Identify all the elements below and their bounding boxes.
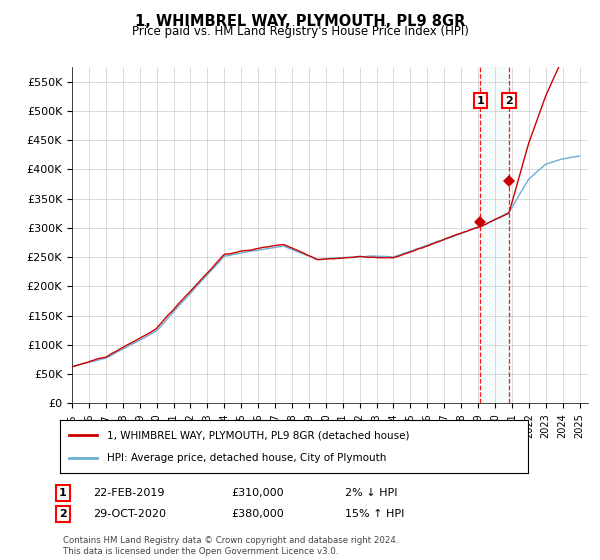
- Text: 1: 1: [476, 96, 484, 105]
- Text: 1: 1: [59, 488, 67, 498]
- Text: Price paid vs. HM Land Registry's House Price Index (HPI): Price paid vs. HM Land Registry's House …: [131, 25, 469, 38]
- Text: 2: 2: [59, 509, 67, 519]
- Text: 1, WHIMBREL WAY, PLYMOUTH, PL9 8GR: 1, WHIMBREL WAY, PLYMOUTH, PL9 8GR: [135, 14, 465, 29]
- Text: £380,000: £380,000: [231, 509, 284, 519]
- Text: Contains HM Land Registry data © Crown copyright and database right 2024.
This d: Contains HM Land Registry data © Crown c…: [63, 536, 398, 556]
- Text: 29-OCT-2020: 29-OCT-2020: [93, 509, 166, 519]
- Text: 2% ↓ HPI: 2% ↓ HPI: [345, 488, 398, 498]
- Text: 22-FEB-2019: 22-FEB-2019: [93, 488, 164, 498]
- Text: 15% ↑ HPI: 15% ↑ HPI: [345, 509, 404, 519]
- Text: HPI: Average price, detached house, City of Plymouth: HPI: Average price, detached house, City…: [107, 453, 386, 463]
- Text: £310,000: £310,000: [231, 488, 284, 498]
- Text: 1, WHIMBREL WAY, PLYMOUTH, PL9 8GR (detached house): 1, WHIMBREL WAY, PLYMOUTH, PL9 8GR (deta…: [107, 431, 409, 441]
- Text: 2: 2: [505, 96, 513, 105]
- Bar: [480, 67, 509, 403]
